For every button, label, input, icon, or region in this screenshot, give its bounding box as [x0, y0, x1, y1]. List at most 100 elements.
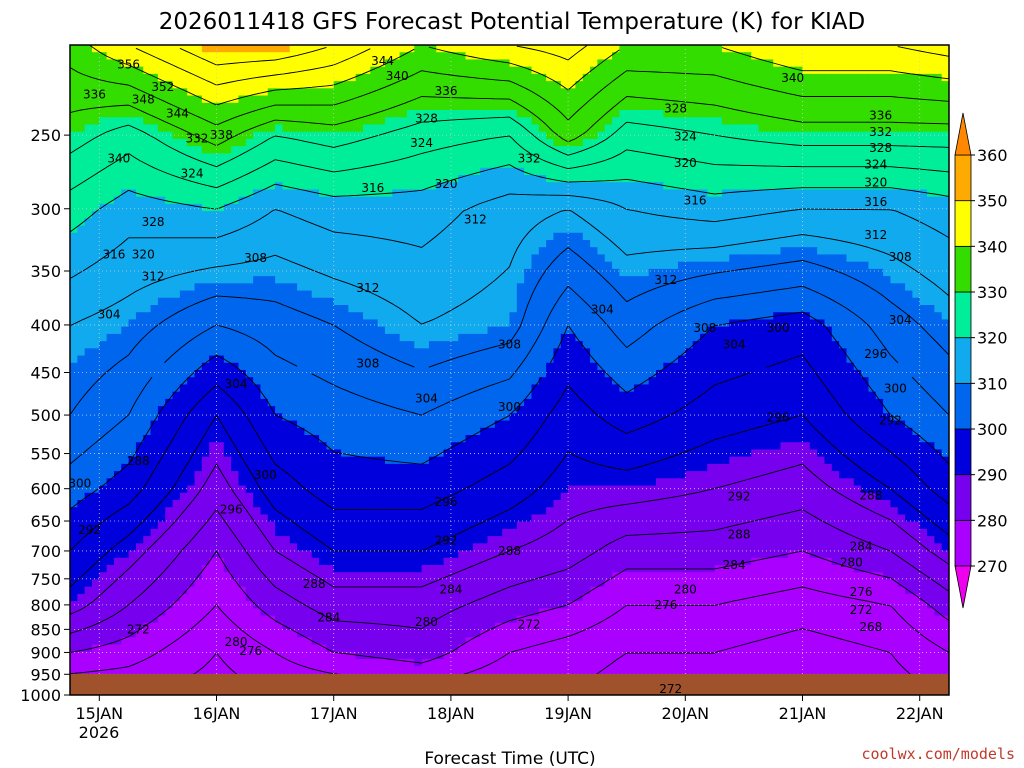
field-cell	[355, 225, 364, 234]
field-cell	[853, 117, 862, 126]
field-cell	[209, 189, 218, 198]
field-cell	[458, 102, 467, 111]
field-cell	[113, 52, 122, 61]
field-cell	[619, 225, 628, 234]
field-cell	[831, 312, 840, 321]
field-cell	[758, 218, 767, 227]
field-cell	[150, 218, 159, 227]
field-cell	[194, 189, 203, 198]
field-cell	[846, 283, 855, 292]
field-cell	[406, 160, 415, 169]
field-cell	[883, 254, 891, 263]
field-cell	[421, 254, 430, 263]
field-cell	[758, 261, 767, 270]
field-cell	[70, 240, 78, 248]
field-cell	[743, 232, 752, 241]
field-cell	[319, 218, 327, 227]
field-cell	[641, 110, 650, 118]
field-cell	[91, 225, 100, 234]
field-cell	[421, 182, 430, 191]
field-cell	[509, 52, 518, 61]
field-cell	[897, 268, 906, 277]
field-cell	[355, 182, 364, 191]
field-cell	[670, 283, 679, 292]
field-cell	[275, 131, 284, 140]
field-cell	[546, 312, 555, 321]
field-cell	[231, 88, 240, 97]
field-cell	[245, 124, 254, 133]
field-cell	[194, 102, 203, 111]
field-cell	[253, 88, 262, 97]
field-cell	[91, 218, 100, 227]
field-cell	[516, 319, 525, 328]
field-cell	[275, 66, 284, 75]
field-cell	[802, 211, 811, 219]
field-cell	[216, 95, 225, 104]
field-cell	[436, 211, 445, 219]
field-cell	[509, 182, 518, 191]
field-cell	[868, 312, 877, 321]
field-cell	[787, 261, 796, 270]
field-cell	[802, 319, 811, 328]
field-cell	[465, 95, 474, 104]
field-cell	[846, 117, 855, 126]
field-cell	[656, 232, 664, 241]
field-cell	[934, 124, 943, 133]
field-cell	[223, 333, 232, 342]
field-cell	[714, 167, 723, 176]
field-cell	[626, 160, 635, 169]
field-cell	[106, 146, 115, 154]
field-cell	[304, 160, 313, 169]
field-cell	[582, 102, 591, 111]
field-cell	[363, 167, 371, 176]
field-cell	[656, 88, 664, 97]
field-cell	[641, 117, 650, 126]
field-cell	[934, 225, 943, 234]
field-cell	[582, 268, 591, 277]
field-cell	[304, 59, 313, 68]
field-cell	[824, 59, 833, 68]
field-cell	[150, 232, 159, 241]
field-cell	[165, 160, 174, 169]
field-cell	[128, 167, 137, 176]
field-cell	[560, 305, 569, 313]
field-cell	[128, 341, 137, 349]
field-cell	[560, 131, 569, 140]
field-cell	[546, 268, 555, 277]
field-cell	[304, 305, 313, 313]
field-cell	[326, 66, 335, 75]
field-cell	[568, 240, 577, 248]
field-cell	[714, 276, 723, 284]
field-cell	[927, 110, 935, 118]
field-cell	[524, 95, 533, 104]
field-cell	[560, 124, 569, 133]
field-cell	[861, 211, 870, 219]
field-cell	[421, 160, 430, 169]
field-cell	[406, 182, 415, 191]
field-cell	[868, 160, 877, 169]
field-cell	[84, 102, 93, 111]
field-cell	[209, 138, 218, 147]
field-cell	[546, 276, 555, 284]
field-cell	[912, 240, 921, 248]
field-cell	[751, 167, 760, 176]
field-cell	[135, 160, 144, 169]
field-cell	[260, 110, 269, 118]
field-cell	[868, 203, 877, 212]
field-cell	[736, 66, 745, 75]
field-cell	[414, 88, 423, 97]
field-cell	[575, 66, 584, 75]
field-cell	[941, 297, 949, 306]
field-cell	[582, 254, 591, 263]
field-cell	[560, 182, 569, 191]
field-cell	[267, 232, 276, 241]
field-cell	[355, 160, 364, 169]
field-cell	[575, 341, 584, 349]
field-cell	[223, 59, 232, 68]
field-cell	[868, 88, 877, 97]
field-cell	[231, 52, 240, 61]
field-cell	[941, 319, 949, 328]
field-cell	[421, 81, 430, 89]
field-cell	[128, 312, 137, 321]
field-cell	[524, 66, 533, 75]
